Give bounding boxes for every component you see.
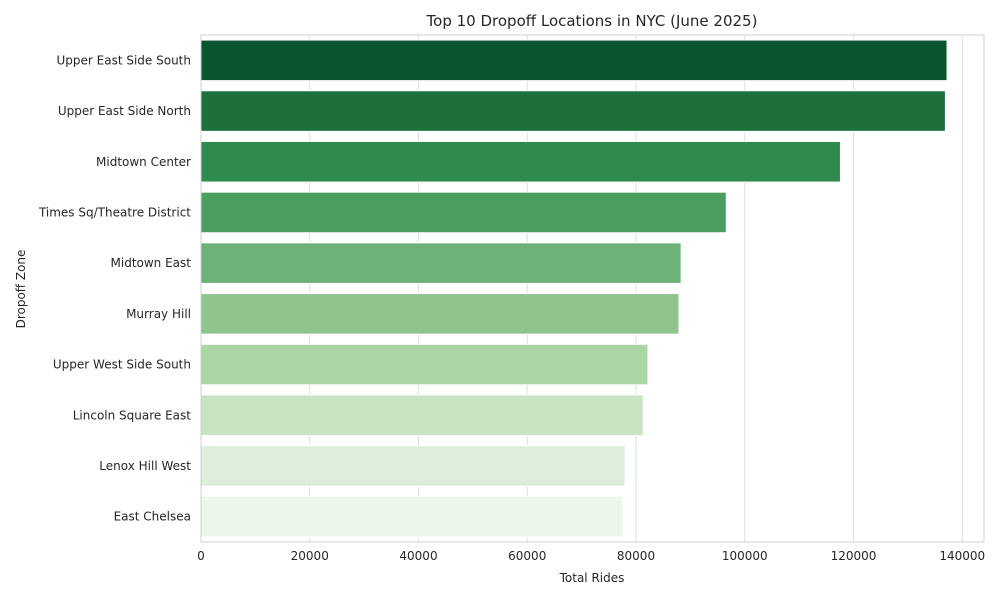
y-tick-label: Times Sq/Theatre District	[38, 205, 191, 219]
bar	[200, 140, 841, 183]
y-tick-label: Upper East Side North	[58, 104, 191, 118]
bar	[200, 191, 727, 234]
bar	[200, 394, 644, 437]
x-tick-label: 140000	[939, 549, 985, 563]
bar	[200, 495, 624, 538]
bar	[200, 445, 626, 487]
x-tick-label: 20000	[291, 549, 329, 563]
y-tick-label: Midtown Center	[96, 155, 191, 169]
y-tick-label: Lenox Hill West	[99, 459, 191, 473]
x-tick-label: 40000	[399, 549, 437, 563]
y-tick-label: Murray Hill	[126, 307, 191, 321]
plot-frame	[200, 34, 985, 543]
y-tick-label: East Chelsea	[114, 510, 191, 524]
x-tick-label: 80000	[617, 549, 655, 563]
bar	[200, 242, 682, 284]
y-axis-label: Dropoff Zone	[14, 250, 28, 329]
bar	[200, 293, 680, 335]
bar	[200, 90, 946, 132]
x-tick-label: 120000	[831, 549, 877, 563]
bars	[200, 39, 948, 538]
y-tick-label: Midtown East	[111, 256, 192, 270]
x-tick-label: 100000	[722, 549, 768, 563]
x-tick-label: 60000	[508, 549, 546, 563]
chart-title: Top 10 Dropoff Locations in NYC (June 20…	[426, 12, 758, 30]
y-tick-label: Upper East Side South	[57, 53, 192, 67]
y-tick-label: Upper West Side South	[53, 358, 191, 372]
y-tick-label: Lincoln Square East	[73, 408, 192, 422]
bar	[200, 343, 649, 386]
x-tick-label: 0	[197, 549, 205, 563]
y-tick-labels: Upper East Side South Upper East Side Nor…	[38, 53, 191, 523]
x-tick-labels: 0 20000 40000 60000 80000 100000 120000 140000	[197, 549, 985, 563]
x-axis-label: Total Rides	[559, 571, 625, 585]
bar	[200, 39, 948, 82]
